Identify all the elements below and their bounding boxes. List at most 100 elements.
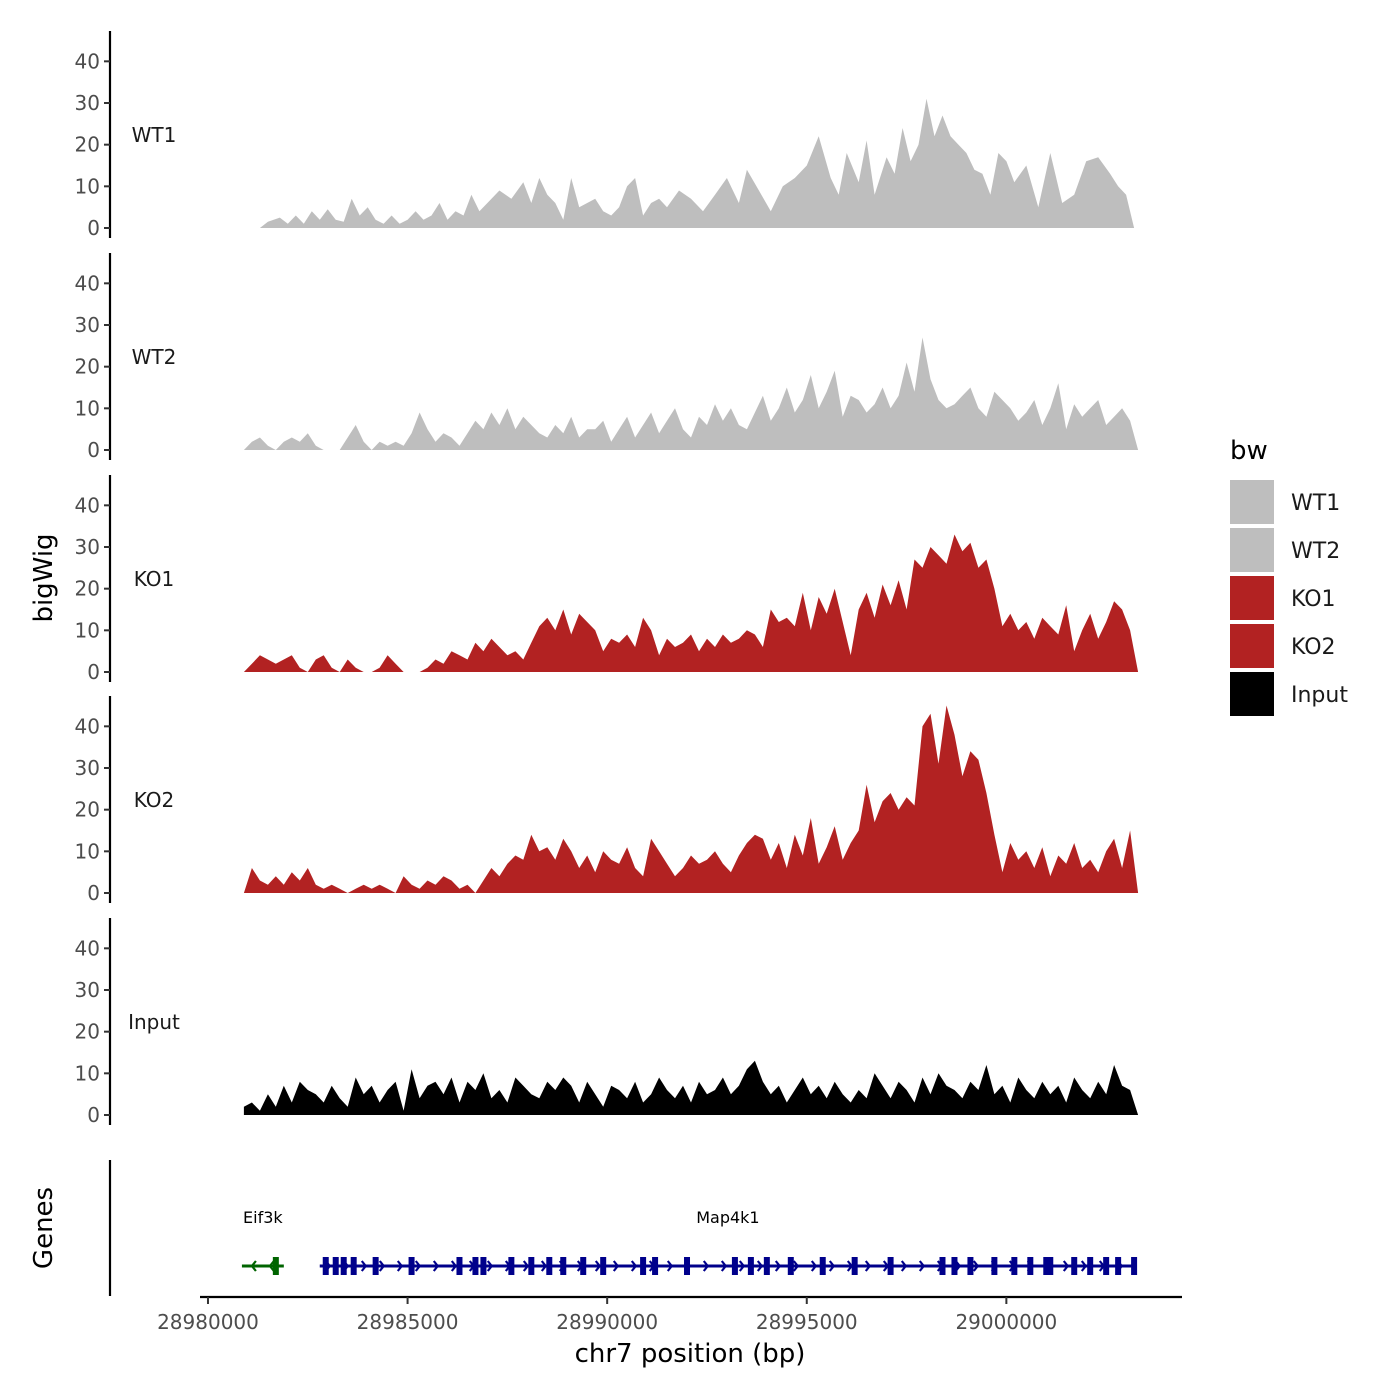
y-tick-label: 40	[75, 936, 100, 960]
legend-swatch	[1230, 480, 1274, 524]
y-tick-label: 40	[75, 271, 100, 295]
exon-block	[887, 1257, 894, 1275]
signal-area-wt1	[259, 98, 1135, 228]
y-tick-label: 30	[75, 535, 100, 559]
strand-arrow	[720, 1260, 728, 1272]
strand-arrow	[378, 1260, 386, 1272]
y-tick-label: 20	[75, 1020, 100, 1044]
x-axis-title: chr7 position (bp)	[575, 1339, 806, 1369]
legend: bw WT1 WT2 KO1 KO2 Input	[1230, 436, 1348, 716]
track-wt1: 0 10 20 30 40 WT1	[75, 31, 1135, 240]
y-tick-label: 30	[75, 313, 100, 337]
track-label-ko2: KO2	[134, 788, 175, 812]
gene-label-eif3k: Eif3k	[243, 1208, 283, 1227]
exon-block	[747, 1257, 754, 1275]
exon-block	[951, 1257, 958, 1275]
exon-block	[1027, 1257, 1034, 1275]
legend-swatch	[1230, 624, 1274, 668]
exon-block	[763, 1257, 770, 1275]
genes-panel: Eif3k Map4k1	[108, 1160, 1138, 1296]
strand-arrow	[432, 1260, 440, 1272]
strand-arrow	[630, 1260, 638, 1272]
y-tick-label: 10	[75, 1061, 100, 1085]
legend-swatch	[1230, 576, 1274, 620]
exon-block	[272, 1257, 279, 1275]
strand-arrow	[540, 1260, 548, 1272]
x-tick-label: 28985000	[357, 1310, 459, 1334]
y-tick-label: 40	[75, 714, 100, 738]
track-ko2: 0 10 20 30 40 KO2	[75, 696, 1139, 905]
legend-swatch	[1230, 672, 1274, 716]
y-tick-label: 30	[75, 978, 100, 1002]
exon-block	[528, 1257, 535, 1275]
y-tick-label: 30	[75, 756, 100, 780]
legend-title: bw	[1230, 436, 1268, 466]
legend-swatch	[1230, 528, 1274, 572]
track-label-input: Input	[128, 1010, 180, 1034]
y-tick-label: 20	[75, 798, 100, 822]
exon-block	[991, 1257, 998, 1275]
signal-area-wt2	[243, 337, 1139, 450]
exon-block	[819, 1257, 826, 1275]
legend-label: Input	[1291, 683, 1348, 708]
y-tick-label: 0	[87, 881, 100, 905]
strand-arrow	[594, 1260, 602, 1272]
y-tick-label: 0	[87, 660, 100, 684]
exon-block	[1131, 1257, 1138, 1275]
legend-label: WT1	[1291, 491, 1340, 516]
strand-arrow	[810, 1260, 818, 1272]
track-ko1: 0 10 20 30 40 KO1	[75, 475, 1139, 684]
x-tick-label: 28995000	[756, 1310, 858, 1334]
track-label-wt1: WT1	[132, 123, 177, 147]
strand-arrow	[792, 1260, 800, 1272]
strand-arrow	[666, 1260, 674, 1272]
track-input: 0 10 20 30 40 Input	[75, 918, 1139, 1127]
y-tick-label: 40	[75, 493, 100, 517]
strand-arrow	[522, 1260, 530, 1272]
exon-block	[408, 1257, 415, 1275]
strand-arrow	[486, 1260, 494, 1272]
legend-label: WT2	[1291, 539, 1340, 564]
exon-block	[1071, 1257, 1078, 1275]
x-axis: 28980000 28985000 28990000 28995000 29000000	[157, 1295, 1182, 1334]
exon-block	[480, 1257, 487, 1275]
signal-area-ko2	[243, 705, 1139, 893]
exon-block	[731, 1257, 738, 1275]
legend-label: KO1	[1291, 587, 1336, 612]
gene-map4k1: Map4k1	[319, 1208, 1138, 1275]
y-tick-label: 10	[75, 174, 100, 198]
exon-block	[372, 1257, 379, 1275]
strand-arrow	[918, 1260, 926, 1272]
strand-arrow	[738, 1260, 746, 1272]
legend-item-wt1: WT1	[1230, 480, 1340, 524]
exon-block	[322, 1257, 329, 1275]
y-tick-label: 10	[75, 618, 100, 642]
exon-block	[472, 1257, 479, 1275]
strand-arrow	[612, 1260, 620, 1272]
exon-block	[600, 1257, 607, 1275]
y-tick-label: 0	[87, 216, 100, 240]
x-tick-label: 29000000	[955, 1310, 1057, 1334]
exon-block	[1103, 1257, 1110, 1275]
track-label-wt2: WT2	[132, 345, 177, 369]
legend-item-ko2: KO2	[1230, 624, 1336, 668]
exon-block	[967, 1257, 974, 1275]
exon-block	[787, 1257, 794, 1275]
exon-block	[580, 1257, 587, 1275]
strand-arrow	[774, 1260, 782, 1272]
strand-arrow	[1062, 1260, 1070, 1272]
exon-block	[1011, 1257, 1018, 1275]
y-tick-label: 0	[87, 1103, 100, 1127]
gene-eif3k: Eif3k	[241, 1208, 284, 1275]
y-tick-label: 30	[75, 91, 100, 115]
signal-area-input	[243, 1060, 1139, 1115]
exon-block	[1087, 1257, 1094, 1275]
strand-arrow	[268, 1260, 275, 1272]
exon-block	[456, 1257, 463, 1275]
exon-block	[508, 1257, 515, 1275]
gene-label-map4k1: Map4k1	[696, 1208, 759, 1227]
strand-arrow	[864, 1260, 872, 1272]
strand-arrow	[360, 1260, 368, 1272]
y-tick-label: 40	[75, 49, 100, 73]
exon-block	[684, 1257, 691, 1275]
